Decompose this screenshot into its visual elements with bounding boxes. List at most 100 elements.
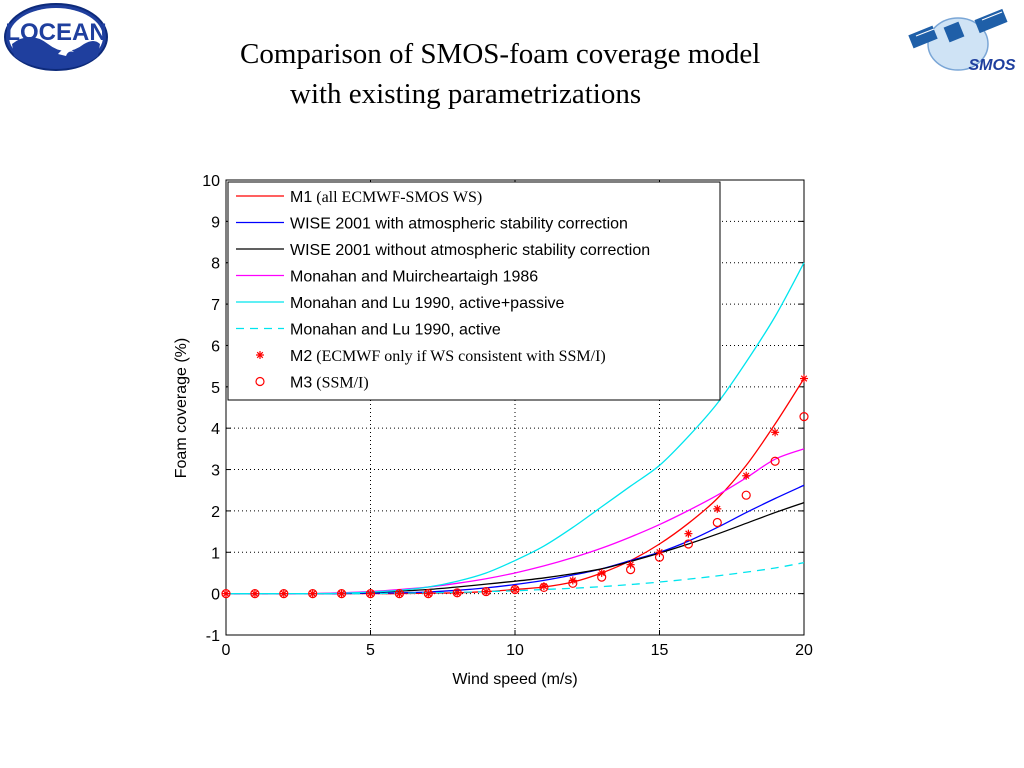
- y-axis-label: Foam coverage (%): [173, 338, 190, 479]
- y-tick-label: 2: [211, 504, 220, 521]
- series-7-point: [394, 589, 404, 599]
- y-tick-label: 7: [211, 297, 220, 314]
- x-tick-label: 20: [795, 642, 813, 659]
- legend-label: Monahan and Muircheartaigh 1986: [290, 269, 538, 286]
- y-tick-label: 10: [202, 173, 220, 190]
- legend-item: Monahan and Muircheartaigh 1986: [236, 269, 538, 286]
- legend-swatch: [256, 351, 264, 359]
- series-layer: [221, 262, 809, 599]
- series-7-point: [654, 552, 665, 562]
- title-line-1: Comparison of SMOS-foam coverage model: [240, 38, 761, 70]
- series-6-point: [366, 589, 375, 598]
- series-7-point: [337, 589, 347, 599]
- series-7-point: [597, 572, 607, 582]
- series-6-point: [337, 589, 346, 598]
- y-tick-label: 4: [211, 421, 220, 438]
- series-6-point: [684, 529, 693, 538]
- legend: M1 (all ECMWF-SMOS WS) WISE 2001 with atm…: [227, 181, 721, 401]
- series-6-point: [800, 374, 808, 383]
- legend-label: WISE 2001 with atmospheric stability cor…: [290, 216, 628, 233]
- series-7-point: [481, 586, 491, 597]
- series-5-line: [225, 561, 805, 595]
- slide-title: Comparison of SMOS-foam coverage model w…: [240, 34, 860, 114]
- legend-label-name: WISE 2001 without atmospheric stability …: [290, 242, 650, 259]
- series-7-point: [539, 582, 549, 593]
- legend-label-name: Monahan and Lu 1990, active+passive: [290, 295, 565, 312]
- series-6-point: [713, 504, 722, 513]
- legend-item: Monahan and Lu 1990, active: [236, 322, 501, 339]
- legend-label-suffix: (all ECMWF-SMOS WS): [312, 189, 482, 206]
- y-tick-label: 0: [211, 587, 220, 604]
- series-7-point: [365, 589, 376, 599]
- legend-swatch: [255, 376, 265, 387]
- y-tick-label: 5: [211, 380, 220, 397]
- series-6-point: [453, 588, 462, 597]
- series-7-point: [221, 589, 231, 599]
- series-7-point: [568, 578, 578, 588]
- x-tick-label: 10: [506, 642, 524, 659]
- legend-box: [227, 181, 721, 401]
- legend-item: M3 (SSM/I): [255, 375, 369, 392]
- legend-item: M2 (ECMWF only if WS consistent with SSM…: [256, 348, 606, 365]
- series-1-line: [225, 484, 805, 595]
- series-7-point: [423, 589, 433, 599]
- legend-label-name: Monahan and Muircheartaigh 1986: [290, 269, 538, 286]
- series-6-point: [250, 589, 259, 598]
- y-tick-label: 9: [211, 214, 220, 231]
- series-6-point: [395, 589, 404, 598]
- series-6-point: [482, 587, 491, 596]
- locean-logo: LOCEAN: [0, 0, 110, 75]
- x-tick-label: 15: [651, 642, 669, 659]
- legend-item: Monahan and Lu 1990, active+passive: [236, 295, 565, 312]
- y-tick-label: 3: [211, 463, 220, 480]
- series-7-point: [452, 588, 462, 598]
- legend-item: WISE 2001 without atmospheric stability …: [236, 242, 650, 259]
- series-7-point: [510, 584, 520, 595]
- svg-text:LOCEAN: LOCEAN: [5, 19, 106, 46]
- series-6-point: [742, 471, 751, 480]
- series-6-point: [308, 589, 317, 598]
- series-7-point: [741, 490, 751, 500]
- legend-item: WISE 2001 with atmospheric stability cor…: [236, 216, 628, 233]
- series-3-line: [225, 448, 805, 595]
- title-line-2: with existing parametrizations: [290, 78, 642, 110]
- y-tick-label: -1: [206, 628, 220, 645]
- series-7-point: [626, 565, 636, 575]
- y-tick-label: 1: [211, 545, 220, 562]
- x-tick-label: 5: [366, 642, 375, 659]
- legend-item: M1 (all ECMWF-SMOS WS): [236, 189, 482, 206]
- y-tick-label: 8: [211, 256, 220, 273]
- legend-label-suffix: (ECMWF only if WS consistent with SSM/I): [312, 348, 606, 365]
- legend-label: Monahan and Lu 1990, active+passive: [290, 295, 565, 312]
- series-6-point: [771, 428, 780, 437]
- legend-label-name: M1: [290, 189, 312, 206]
- legend-label: M1 (all ECMWF-SMOS WS): [290, 189, 482, 206]
- series-6-point: [222, 589, 230, 598]
- legend-label: M2 (ECMWF only if WS consistent with SSM…: [290, 348, 606, 365]
- legend-label-name: M2: [290, 348, 312, 365]
- series-7-point: [712, 517, 722, 528]
- legend-label-name: WISE 2001 with atmospheric stability cor…: [290, 216, 628, 233]
- series-6-point: [424, 589, 433, 598]
- smos-logo: SMOS: [904, 0, 1024, 80]
- legend-label-suffix: (SSM/I): [312, 375, 368, 392]
- legend-label: Monahan and Lu 1990, active: [290, 322, 501, 339]
- legend-label-name: Monahan and Lu 1990, active: [290, 322, 501, 339]
- svg-text:SMOS: SMOS: [968, 57, 1015, 74]
- series-4-line: [225, 262, 805, 595]
- series-7-point: [308, 589, 318, 599]
- x-tick-label: 0: [222, 642, 231, 659]
- series-7-point: [250, 589, 260, 599]
- y-tick-label: 6: [211, 338, 220, 355]
- series-7-point: [683, 539, 694, 549]
- series-7-point: [279, 589, 289, 599]
- series-0-line: [225, 378, 805, 595]
- series-6-point: [511, 585, 519, 594]
- series-7-point: [770, 456, 780, 466]
- series-7-point: [799, 412, 809, 422]
- x-axis-label: Wind speed (m/s): [452, 671, 577, 688]
- legend-label-name: M3: [290, 375, 312, 392]
- legend-label: WISE 2001 without atmospheric stability …: [290, 242, 650, 259]
